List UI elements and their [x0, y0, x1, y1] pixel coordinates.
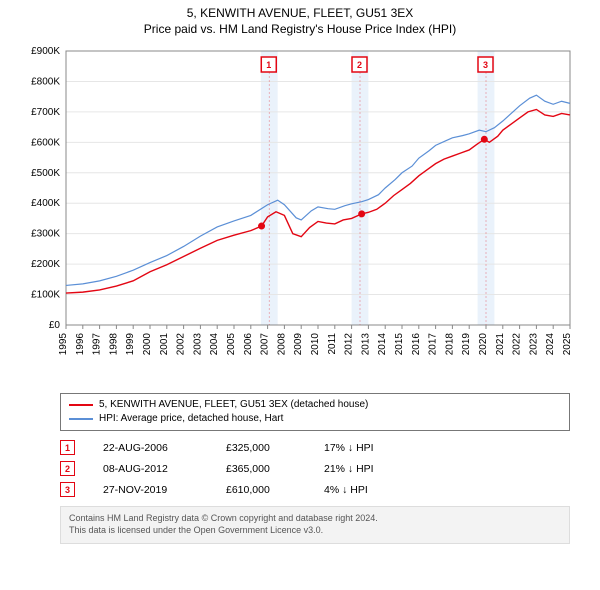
svg-text:£0: £0 — [49, 320, 61, 331]
svg-text:2023: 2023 — [528, 333, 539, 356]
svg-text:1997: 1997 — [92, 333, 103, 356]
svg-text:£600K: £600K — [31, 138, 60, 149]
marker-row: 3 27-NOV-2019 £610,000 4% ↓ HPI — [60, 479, 570, 500]
svg-text:£200K: £200K — [31, 259, 60, 270]
svg-text:2021: 2021 — [495, 333, 506, 356]
svg-text:1999: 1999 — [125, 333, 136, 356]
svg-text:1995: 1995 — [58, 333, 69, 356]
svg-text:2017: 2017 — [428, 333, 439, 356]
legend-swatch — [69, 418, 93, 420]
svg-text:2009: 2009 — [293, 333, 304, 356]
svg-text:1: 1 — [266, 60, 271, 70]
svg-text:2000: 2000 — [142, 333, 153, 356]
marker-date: 27-NOV-2019 — [103, 484, 198, 496]
svg-text:£300K: £300K — [31, 229, 60, 240]
legend-label: 5, KENWITH AVENUE, FLEET, GU51 3EX (deta… — [99, 398, 368, 412]
svg-text:£400K: £400K — [31, 198, 60, 209]
marker-diff: 17% ↓ HPI — [324, 442, 414, 454]
svg-text:2002: 2002 — [176, 333, 187, 356]
svg-text:2010: 2010 — [310, 333, 321, 356]
svg-text:£800K: £800K — [31, 77, 60, 88]
chart-subtitle: Price paid vs. HM Land Registry's House … — [0, 22, 600, 42]
chart-title: 5, KENWITH AVENUE, FLEET, GU51 3EX — [0, 0, 600, 22]
svg-text:£700K: £700K — [31, 107, 60, 118]
svg-text:2006: 2006 — [243, 333, 254, 356]
svg-text:2018: 2018 — [444, 333, 455, 356]
chart-svg: £0 £100K £200K £300K £400K £500K £600K £700K £80… — [18, 45, 578, 385]
svg-text:2022: 2022 — [512, 333, 523, 356]
svg-text:2024: 2024 — [545, 333, 556, 356]
marker-price: £365,000 — [226, 463, 296, 475]
marker-price: £325,000 — [226, 442, 296, 454]
svg-text:2020: 2020 — [478, 333, 489, 356]
svg-text:2003: 2003 — [192, 333, 203, 356]
svg-text:2015: 2015 — [394, 333, 405, 356]
marker-badge: 2 — [60, 461, 75, 476]
marker-diff: 4% ↓ HPI — [324, 484, 414, 496]
legend-item: 5, KENWITH AVENUE, FLEET, GU51 3EX (deta… — [69, 398, 561, 412]
svg-text:£900K: £900K — [31, 46, 60, 57]
svg-text:2007: 2007 — [260, 333, 271, 356]
legend: 5, KENWITH AVENUE, FLEET, GU51 3EX (deta… — [60, 393, 570, 431]
marker-badge: 3 — [60, 482, 75, 497]
svg-text:2001: 2001 — [159, 333, 170, 356]
svg-text:2011: 2011 — [327, 333, 338, 355]
footer-line-2: This data is licensed under the Open Gov… — [69, 525, 561, 537]
svg-text:1998: 1998 — [108, 333, 119, 356]
svg-text:2014: 2014 — [377, 333, 388, 356]
attribution-footer: Contains HM Land Registry data © Crown c… — [60, 506, 570, 543]
svg-text:2: 2 — [357, 60, 362, 70]
marker-date: 22-AUG-2006 — [103, 442, 198, 454]
chart-plot: £0 £100K £200K £300K £400K £500K £600K £700K £80… — [18, 45, 578, 385]
legend-label: HPI: Average price, detached house, Hart — [99, 412, 283, 426]
legend-swatch — [69, 404, 93, 406]
marker-row: 1 22-AUG-2006 £325,000 17% ↓ HPI — [60, 437, 570, 458]
sale-markers-table: 1 22-AUG-2006 £325,000 17% ↓ HPI 2 08-AUG-201… — [60, 437, 570, 500]
chart-container: 5, KENWITH AVENUE, FLEET, GU51 3EX Price… — [0, 0, 600, 590]
marker-diff: 21% ↓ HPI — [324, 463, 414, 475]
svg-text:£500K: £500K — [31, 168, 60, 179]
footer-line-1: Contains HM Land Registry data © Crown c… — [69, 513, 561, 525]
marker-row: 2 08-AUG-2012 £365,000 21% ↓ HPI — [60, 458, 570, 479]
svg-text:1996: 1996 — [75, 333, 86, 356]
legend-item: HPI: Average price, detached house, Hart — [69, 412, 561, 426]
svg-text:2012: 2012 — [344, 333, 355, 356]
svg-text:2019: 2019 — [461, 333, 472, 356]
svg-text:3: 3 — [483, 60, 488, 70]
svg-text:2005: 2005 — [226, 333, 237, 356]
svg-text:2016: 2016 — [411, 333, 422, 356]
svg-text:2013: 2013 — [360, 333, 371, 356]
svg-text:2025: 2025 — [562, 333, 573, 356]
svg-text:2004: 2004 — [209, 333, 220, 356]
svg-text:£100K: £100K — [31, 290, 60, 301]
marker-price: £610,000 — [226, 484, 296, 496]
marker-date: 08-AUG-2012 — [103, 463, 198, 475]
marker-badge: 1 — [60, 440, 75, 455]
svg-text:2008: 2008 — [276, 333, 287, 356]
